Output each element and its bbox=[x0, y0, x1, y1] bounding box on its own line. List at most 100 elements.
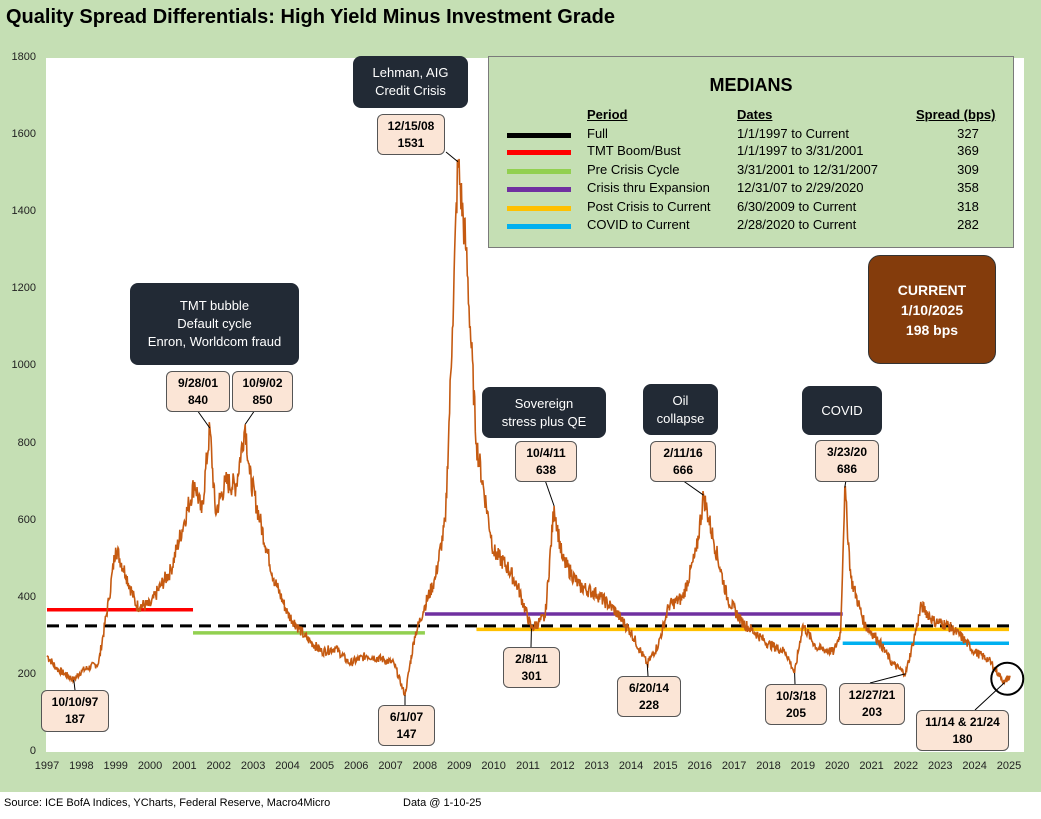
legend-period: Pre Crisis Cycle bbox=[587, 162, 680, 177]
current-label: CURRENT bbox=[897, 281, 967, 298]
legend-header-spread: Spread (bps) bbox=[916, 107, 996, 122]
point-value: 666 bbox=[672, 462, 694, 477]
event-sovereign: Sovereign stress plus QE bbox=[482, 387, 606, 438]
point-date: 2/8/11 bbox=[515, 651, 548, 666]
x-tick-label: 2019 bbox=[790, 760, 816, 772]
point-value: 203 bbox=[861, 705, 883, 719]
y-tick-label: 800 bbox=[17, 436, 36, 449]
x-tick-label: 2018 bbox=[756, 760, 781, 772]
y-tick-label: 400 bbox=[17, 590, 36, 603]
y-tick-label: 1600 bbox=[11, 128, 36, 141]
legend-row: Pre Crisis Cycle 3/31/2001 to 12/31/2007… bbox=[489, 162, 1013, 180]
x-tick-label: 2020 bbox=[824, 760, 850, 772]
event-line: Oil bbox=[672, 392, 689, 408]
current-date: 1/10/2025 bbox=[900, 301, 964, 318]
x-tick-label: 2001 bbox=[172, 760, 197, 772]
legend-spread: 318 bbox=[957, 199, 979, 214]
data-date-note: Data @ 1-10-25 bbox=[403, 797, 482, 809]
y-tick-label: 1800 bbox=[11, 51, 36, 63]
point-date: 9/28/01 bbox=[177, 375, 219, 390]
legend-swatch bbox=[507, 224, 571, 229]
callout-connector bbox=[73, 679, 76, 691]
x-tick-label: 2000 bbox=[137, 760, 163, 772]
legend-spread: 327 bbox=[957, 126, 979, 141]
legend-spread: 282 bbox=[957, 217, 979, 232]
point-label: 11/14 & 21/24 180 bbox=[916, 710, 1009, 751]
point-date: 10/4/11 bbox=[526, 445, 566, 460]
x-tick-label: 2010 bbox=[481, 760, 506, 772]
event-covid: COVID bbox=[802, 386, 882, 435]
legend-row: COVID to Current 2/28/2020 to Current 28… bbox=[489, 217, 1013, 235]
x-tick-label: 1999 bbox=[103, 760, 128, 772]
x-tick-label: 2017 bbox=[721, 760, 747, 772]
point-value: 228 bbox=[638, 697, 660, 712]
point-label: 2/11/16 666 bbox=[650, 441, 716, 482]
legend-spread: 358 bbox=[957, 180, 979, 195]
x-tick-label: 2023 bbox=[928, 760, 953, 772]
x-tick-label: 2011 bbox=[516, 760, 540, 772]
point-value: 180 bbox=[952, 731, 973, 746]
legend-swatch bbox=[507, 169, 571, 174]
event-tmt: TMT bubble Default cycle Enron, Worldcom… bbox=[130, 283, 299, 365]
point-label: 10/4/11 638 bbox=[515, 441, 577, 482]
legend-period: TMT Boom/Bust bbox=[587, 143, 681, 158]
point-date: 3/23/20 bbox=[826, 445, 868, 459]
point-value: 147 bbox=[396, 726, 417, 741]
point-label: 12/15/08 1531 bbox=[377, 114, 445, 155]
current-value-box: CURRENT 1/10/2025 198 bps bbox=[868, 255, 996, 364]
legend-period: Full bbox=[587, 126, 608, 141]
event-lehman: Lehman, AIG Credit Crisis bbox=[353, 56, 468, 108]
legend-period: Post Crisis to Current bbox=[587, 199, 711, 214]
x-tick-label: 1998 bbox=[69, 760, 94, 772]
point-value: 638 bbox=[535, 462, 557, 477]
callout-connector bbox=[544, 479, 555, 507]
legend-spread: 369 bbox=[957, 143, 979, 158]
point-label: 10/10/97 187 bbox=[41, 690, 109, 732]
point-value: 205 bbox=[785, 705, 807, 720]
point-label: 12/27/21 203 bbox=[839, 683, 905, 725]
legend-row: Full 1/1/1997 to Current 327 bbox=[489, 126, 1013, 144]
point-value: 1531 bbox=[397, 135, 425, 150]
point-date: 10/10/97 bbox=[51, 695, 99, 709]
x-tick-label: 2021 bbox=[859, 760, 884, 772]
legend-dates: 3/31/2001 to 12/31/2007 bbox=[737, 162, 878, 177]
event-line: TMT bubble bbox=[179, 298, 250, 313]
legend-header-dates: Dates bbox=[737, 107, 773, 122]
point-date: 10/3/18 bbox=[775, 688, 817, 703]
x-tick-label: 2005 bbox=[309, 760, 335, 772]
point-date: 12/15/08 bbox=[387, 118, 435, 133]
point-date: 11/14 & 21/24 bbox=[925, 714, 1000, 729]
current-highlight-circle bbox=[990, 661, 1025, 696]
callout-connector bbox=[244, 409, 256, 425]
y-tick-label: 200 bbox=[17, 667, 36, 680]
callout-connector bbox=[974, 682, 1005, 711]
x-tick-label: 2004 bbox=[275, 760, 300, 772]
point-label: 3/23/20 686 bbox=[815, 440, 879, 482]
point-label: 10/3/18 205 bbox=[765, 684, 827, 725]
callout-connector bbox=[196, 409, 211, 429]
point-value: 301 bbox=[521, 668, 542, 683]
x-tick-label: 2025 bbox=[996, 760, 1022, 772]
legend-period: Crisis thru Expansion bbox=[587, 180, 710, 195]
event-line: Default cycle bbox=[177, 316, 252, 331]
point-value: 187 bbox=[64, 712, 86, 726]
source-note: Source: ICE BofA Indices, YCharts, Feder… bbox=[4, 797, 331, 809]
callout-connector bbox=[646, 664, 649, 677]
x-tick-label: 2014 bbox=[618, 760, 644, 772]
event-line: Sovereign bbox=[514, 395, 574, 411]
x-tick-label: 2006 bbox=[343, 760, 369, 772]
point-label: 9/28/01 840 bbox=[166, 371, 230, 412]
point-date: 10/9/02 bbox=[242, 375, 283, 390]
point-date: 2/11/16 bbox=[663, 445, 703, 460]
legend-swatch bbox=[507, 187, 571, 192]
event-line: COVID bbox=[821, 402, 863, 418]
event-line: stress plus QE bbox=[501, 413, 587, 429]
x-tick-label: 2002 bbox=[206, 760, 232, 772]
point-date: 6/20/14 bbox=[628, 680, 670, 695]
point-label: 2/8/11 301 bbox=[503, 647, 560, 688]
point-value: 850 bbox=[252, 392, 273, 407]
x-tick-label: 2013 bbox=[584, 760, 609, 772]
event-line: Credit Crisis bbox=[375, 83, 446, 98]
x-tick-label: 2022 bbox=[893, 760, 919, 772]
legend-dates: 2/28/2020 to Current bbox=[737, 217, 857, 232]
